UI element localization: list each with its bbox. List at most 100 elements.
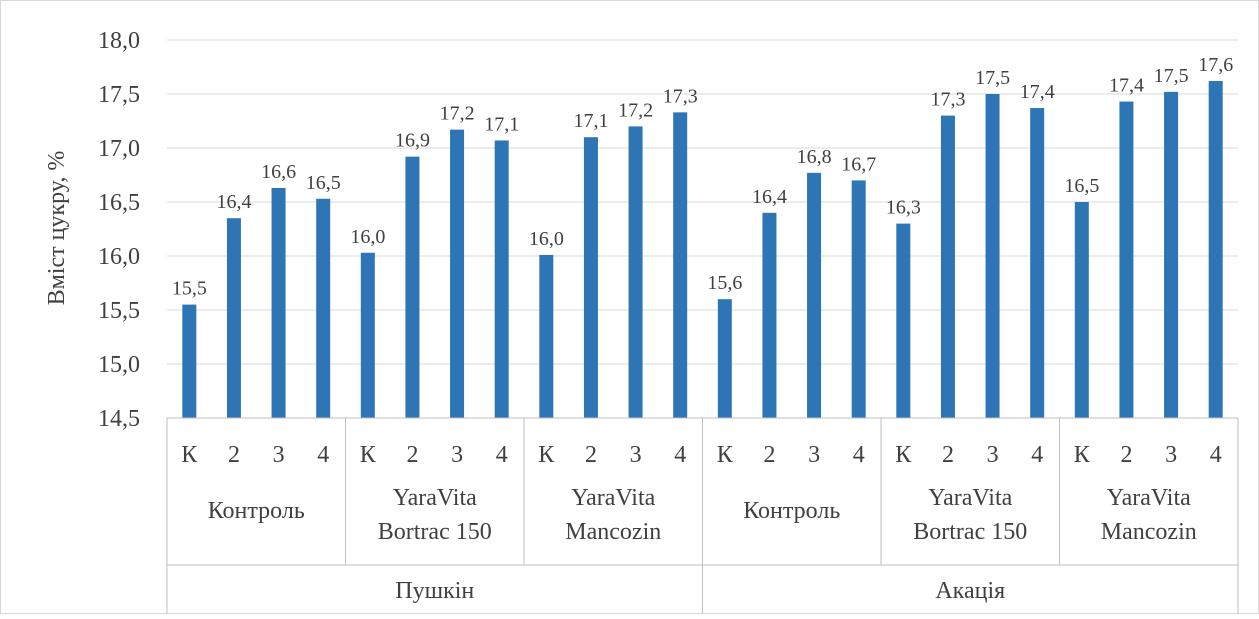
data-label: 17,5	[975, 67, 1010, 89]
bar	[583, 137, 598, 418]
group-label: YaraVita	[928, 485, 1012, 511]
bar	[940, 115, 955, 418]
x-tick-label: К	[717, 442, 734, 468]
data-label: 15,5	[172, 278, 207, 300]
x-tick-label: 2	[1120, 442, 1132, 468]
x-tick-label: 4	[317, 442, 329, 468]
bar	[1119, 101, 1134, 418]
y-axis-title: Вміст цукру, %	[44, 151, 70, 306]
bar	[628, 126, 643, 419]
group-label: Контроль	[208, 498, 305, 524]
data-label: 17,3	[930, 89, 965, 111]
x-tick-label: 3	[808, 442, 820, 468]
bar	[1208, 81, 1223, 418]
bar	[896, 223, 911, 418]
group-label: Mancozin	[1101, 519, 1197, 545]
x-tick-label: К	[1074, 442, 1091, 468]
bar	[1074, 202, 1089, 418]
data-label: 16,5	[306, 172, 341, 194]
y-tick-label: 17,5	[98, 82, 140, 108]
bar	[762, 212, 777, 418]
x-tick-label: 2	[406, 442, 418, 468]
data-label: 16,4	[752, 186, 787, 208]
x-tick-label: 2	[585, 442, 597, 468]
group-label: YaraVita	[571, 485, 655, 511]
data-label: 16,9	[395, 130, 430, 152]
group-label: Контроль	[743, 498, 840, 524]
data-label: 17,1	[484, 113, 519, 135]
data-label: 17,1	[573, 110, 608, 132]
gridlines	[167, 39, 1238, 365]
data-label: 17,2	[440, 103, 475, 125]
x-tick-label: 4	[674, 442, 686, 468]
y-tick-label: 15,0	[98, 352, 140, 378]
bar	[494, 140, 509, 418]
data-label: 16,6	[261, 161, 296, 183]
data-label: 15,6	[707, 272, 742, 294]
bar	[673, 112, 688, 419]
bars	[182, 81, 1223, 419]
data-label: 17,6	[1198, 54, 1233, 76]
x-tick-label: 4	[1210, 442, 1222, 468]
x-tick-label: 2	[228, 442, 240, 468]
y-tick-label: 16,0	[98, 244, 140, 270]
data-label: 17,3	[663, 85, 698, 107]
data-labels: 15,5 16,4 16,6 16,5 16,0 16,9 17,2 17,1 16,0 17,1…	[172, 54, 1233, 300]
bar	[405, 156, 420, 418]
data-label: 16,3	[886, 197, 921, 219]
data-label: 16,0	[529, 228, 564, 250]
group-label: Bortrac 150	[378, 519, 492, 545]
y-tick-label: 16,5	[98, 190, 140, 216]
bar	[316, 198, 331, 418]
x-tick-label: 3	[273, 442, 285, 468]
data-label: 16,7	[841, 153, 876, 175]
x-tick-label: 3	[630, 442, 642, 468]
bar	[851, 180, 866, 418]
bar	[182, 304, 197, 418]
bar	[360, 252, 375, 418]
x-tick-label: 3	[451, 442, 463, 468]
data-label: 17,5	[1154, 65, 1189, 87]
supergroup-label: Акація	[935, 578, 1005, 604]
group-label: Mancozin	[565, 519, 661, 545]
group-label: Bortrac 150	[913, 519, 1027, 545]
x-tick-label: К	[895, 442, 912, 468]
bar	[1164, 91, 1179, 418]
x-tick-label: 2	[942, 442, 954, 468]
data-label: 17,4	[1109, 75, 1144, 97]
y-tick-label: 15,5	[98, 298, 140, 324]
x-tick-label: 4	[1031, 442, 1043, 468]
bar	[226, 218, 241, 418]
bar	[1030, 108, 1045, 418]
x-tick-label: К	[181, 442, 198, 468]
group-label: YaraVita	[1107, 485, 1191, 511]
x-tick-label: 3	[987, 442, 999, 468]
x-tick-label: 3	[1165, 442, 1177, 468]
y-tick-label: 14,5	[98, 406, 140, 432]
x-tick-label: 4	[853, 442, 865, 468]
bar	[271, 187, 286, 418]
x-tick-label: К	[360, 442, 377, 468]
y-tick-label: 18,0	[98, 28, 140, 54]
bar	[539, 254, 554, 418]
bar	[807, 172, 822, 418]
data-label: 16,4	[216, 191, 251, 213]
data-label: 16,0	[350, 226, 385, 248]
group-label: YaraVita	[393, 485, 477, 511]
supergroup-label: Пушкін	[395, 578, 474, 604]
data-label: 17,2	[618, 99, 653, 121]
x-tick-label: 2	[763, 442, 775, 468]
bar	[450, 129, 465, 418]
x-axis: К 2 3 4 К 2 3 4 К 2 3 4 К 2 3 4 К 2 3 4 К 2 3 4 Контроль YaraVita…	[166, 417, 1239, 614]
data-label: 17,4	[1020, 81, 1055, 103]
x-tick-label: К	[538, 442, 555, 468]
y-tick-labels: 14,5 15,0 15,5 16,0 16,5 17,0 17,5 18,0	[98, 28, 140, 432]
bar	[717, 299, 732, 418]
y-tick-label: 17,0	[98, 136, 140, 162]
x-tick-label: 4	[496, 442, 508, 468]
bar	[985, 94, 1000, 418]
data-label: 16,8	[797, 146, 832, 168]
data-label: 16,5	[1064, 175, 1099, 197]
